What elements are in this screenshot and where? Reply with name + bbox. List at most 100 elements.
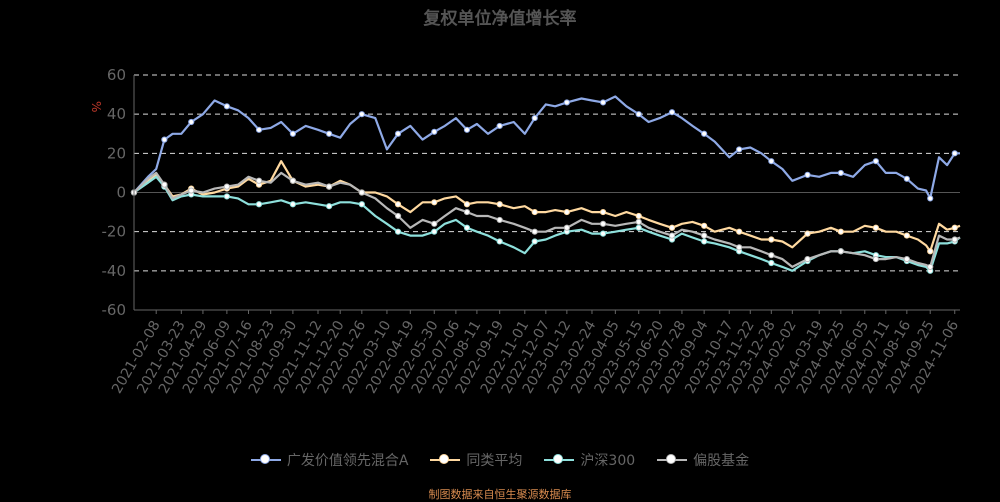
series-1-point xyxy=(326,130,333,137)
series-2-point xyxy=(903,232,910,239)
series-2-point xyxy=(804,230,811,237)
series-4-point xyxy=(668,232,676,239)
y-tick-label: -20 xyxy=(102,223,127,241)
series-4-point xyxy=(255,177,263,184)
series-1-point xyxy=(804,171,811,178)
series-4-point xyxy=(188,187,195,194)
series-1-point xyxy=(768,158,775,165)
series-2-point xyxy=(668,224,676,231)
series-3-point xyxy=(223,193,230,200)
series-3-point xyxy=(358,201,365,208)
series-4-point xyxy=(431,220,438,227)
series-1-point xyxy=(927,195,934,202)
y-axis-label: % xyxy=(89,101,103,112)
series-2-point xyxy=(599,208,607,216)
series-3-point xyxy=(289,201,296,208)
series-4-point xyxy=(394,212,402,220)
series-3-point xyxy=(599,230,607,237)
series-4-point xyxy=(927,263,934,271)
legend-label: 偏股基金 xyxy=(693,453,750,469)
series-3-point xyxy=(326,203,333,210)
series-1-point xyxy=(394,130,402,137)
legend-item[interactable]: 沪深300 xyxy=(544,450,635,470)
series-3-point xyxy=(496,238,503,245)
series-1-point xyxy=(223,103,230,110)
legend-marker-icon xyxy=(544,454,575,466)
series-4-point xyxy=(635,218,642,225)
series-2-point xyxy=(496,201,503,208)
series-4-point xyxy=(951,236,958,243)
series-1-point xyxy=(463,126,471,133)
series-4-point xyxy=(599,220,607,227)
series-4-point xyxy=(326,183,333,190)
series-4-point xyxy=(161,181,168,188)
series-1-point xyxy=(736,146,743,153)
legend-marker-icon xyxy=(657,454,688,466)
series-1-point xyxy=(837,169,844,177)
series-1-point xyxy=(161,136,168,143)
series-1-point xyxy=(563,99,570,106)
legend-item[interactable]: 偏股基金 xyxy=(657,450,749,470)
legend-item[interactable]: 广发价值领先混合A xyxy=(250,450,409,470)
series-3-point xyxy=(635,224,642,231)
series-4-point xyxy=(768,252,775,259)
legend-marker-icon xyxy=(250,454,281,466)
legend: 广发价值领先混合A 同类平均 沪深300 偏股基金 xyxy=(0,450,1000,470)
series-3-point xyxy=(531,238,538,245)
series-3-point xyxy=(701,238,708,245)
series-1-point xyxy=(668,109,676,116)
series-4-point xyxy=(837,248,844,255)
series-4-point xyxy=(223,183,230,190)
series-1-point xyxy=(431,128,438,135)
y-tick-label: -60 xyxy=(102,301,127,319)
series-2-point xyxy=(563,208,570,216)
series-2-point xyxy=(635,212,642,220)
series-2-point xyxy=(701,222,708,229)
series-line-1 xyxy=(133,95,960,200)
y-tick-label: 60 xyxy=(107,66,126,84)
series-4-point xyxy=(289,177,296,184)
series-line-4 xyxy=(133,171,961,268)
series-1-point xyxy=(255,126,263,133)
series-3-point xyxy=(463,224,471,231)
series-1-point xyxy=(599,99,607,106)
series-4-point xyxy=(463,208,471,216)
series-1-point xyxy=(903,175,910,182)
series-1-point xyxy=(951,150,958,157)
series-1-point xyxy=(289,130,296,137)
series-4-point xyxy=(531,228,538,235)
legend-label: 同类平均 xyxy=(466,453,523,469)
series-4-point xyxy=(903,255,910,263)
y-tick-label: -40 xyxy=(102,262,127,280)
legend-label: 广发价值领先混合A xyxy=(286,453,409,469)
series-2-point xyxy=(768,236,775,243)
grid-layer xyxy=(134,74,960,311)
y-tick-label: 40 xyxy=(107,105,126,123)
series-1-point xyxy=(635,111,642,118)
legend-marker-icon xyxy=(430,454,461,466)
series-3-point xyxy=(394,228,402,235)
series-1-point xyxy=(188,118,195,126)
series-2-point xyxy=(394,201,402,208)
series-3-point xyxy=(431,228,438,235)
chart-title: 复权单位净值增长率 xyxy=(423,9,577,29)
series-layer xyxy=(130,95,961,274)
series-2-point xyxy=(463,201,471,208)
y-tick-label: 0 xyxy=(116,184,126,202)
series-1-point xyxy=(701,130,708,137)
series-2-point xyxy=(872,224,879,231)
legend-item[interactable]: 同类平均 xyxy=(430,450,522,470)
series-4-point xyxy=(872,255,879,263)
series-1-point xyxy=(872,158,879,165)
series-4-point xyxy=(563,224,570,231)
source-note: 制图数据来自恒生聚源数据库 xyxy=(428,488,572,501)
legend-label: 沪深300 xyxy=(580,453,636,469)
y-tick-label: 20 xyxy=(107,144,126,162)
series-2-point xyxy=(531,208,538,216)
series-4-point xyxy=(736,244,743,251)
series-2-point xyxy=(927,248,934,255)
series-2-point xyxy=(951,224,958,231)
series-1-point xyxy=(358,111,365,118)
series-3-point xyxy=(255,201,263,208)
